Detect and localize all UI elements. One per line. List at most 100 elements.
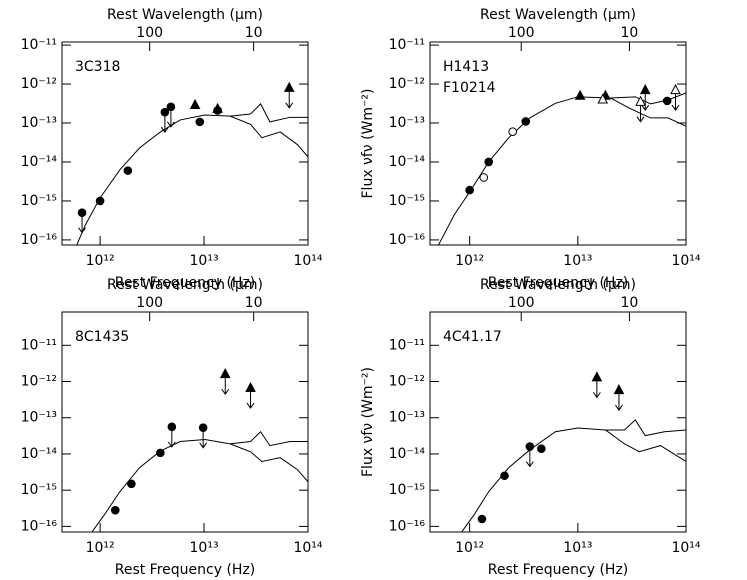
panel-title: 4C41.17 — [443, 329, 502, 345]
panel-subtitle: F10214 — [443, 80, 496, 96]
x2-tick-label: 10 — [621, 295, 639, 311]
x-tick-label: 10¹² — [455, 540, 484, 556]
y-tick-label: 10⁻¹³ — [21, 410, 57, 426]
data-point — [465, 185, 474, 195]
data-point — [127, 479, 136, 489]
x-axis-label: Rest Frequency (Hz) — [488, 275, 629, 291]
x-axis-label: Rest Frequency (Hz) — [488, 562, 629, 578]
data-point — [95, 196, 105, 206]
data-point — [613, 384, 625, 395]
y-tick-label: 10⁻¹⁴ — [389, 446, 426, 462]
model-curve — [229, 443, 308, 483]
x2-axis-label: Rest Wavelength (μm) — [480, 277, 636, 293]
data-point — [508, 127, 517, 136]
model-curve — [610, 97, 686, 127]
panel: 10¹² 10¹³ 10¹⁴ 100 10 10⁻¹⁶ 10⁻¹⁵ 10⁻¹⁴ 10⁻¹³ 10⁻… — [360, 277, 701, 578]
data-point — [537, 444, 546, 453]
x-tick-label: 10¹² — [86, 253, 115, 269]
y-tick-label: 10⁻¹² — [21, 374, 57, 390]
y-tick-label: 10⁻¹⁴ — [21, 154, 58, 170]
panel: 10¹² 10¹³ 10¹⁴ 100 10 10⁻¹⁶ 10⁻¹⁵ 10⁻¹⁴ 10⁻¹³ 10⁻… — [21, 7, 323, 291]
x-tick-label: 10¹³ — [190, 540, 219, 556]
y-tick-label: 10⁻¹² — [389, 374, 425, 390]
y-tick-label: 10⁻¹¹ — [389, 337, 425, 353]
x-tick-label: 10¹⁴ — [671, 253, 700, 269]
x2-tick-label: 10 — [245, 295, 263, 311]
x2-axis-label: Rest Wavelength (μm) — [107, 7, 263, 23]
data-point — [245, 381, 256, 393]
y-tick-label: 10⁻¹⁵ — [389, 193, 425, 209]
data-point — [212, 102, 223, 113]
data-point — [123, 166, 133, 175]
panel-title: 3C318 — [75, 59, 120, 75]
data-point — [189, 98, 201, 109]
x2-tick-label: 10 — [245, 25, 263, 41]
model-curve — [605, 429, 686, 462]
x-axis-label: Rest Frequency (Hz) — [115, 562, 256, 578]
data-point — [156, 448, 165, 458]
y-tick-label: 10⁻¹¹ — [21, 37, 57, 53]
x-tick-label: 10¹⁴ — [293, 540, 322, 556]
x2-tick-label: 100 — [508, 295, 535, 311]
data-point — [635, 95, 646, 106]
data-point — [195, 117, 205, 127]
y-tick-label: 10⁻¹⁵ — [21, 193, 57, 209]
y-tick-label: 10⁻¹⁶ — [21, 518, 58, 534]
model-curve — [461, 419, 686, 532]
y-tick-label: 10⁻¹⁵ — [389, 482, 425, 498]
model-curve — [91, 430, 308, 532]
y-tick-label: 10⁻¹³ — [389, 115, 425, 131]
model-curve — [76, 103, 308, 245]
plot-frame — [429, 41, 687, 246]
y-tick-label: 10⁻¹⁵ — [21, 482, 57, 498]
x2-tick-label: 100 — [508, 25, 535, 41]
limit-arrow — [592, 381, 601, 399]
y-tick-label: 10⁻¹¹ — [389, 37, 425, 53]
limit-arrow — [636, 105, 645, 123]
plot-area — [91, 368, 308, 532]
plot-frame — [61, 311, 309, 533]
panel-title: 8C1435 — [75, 329, 129, 345]
data-point — [521, 117, 531, 126]
x2-tick-label: 10 — [621, 25, 639, 41]
data-point — [597, 93, 609, 104]
y-tick-label: 10⁻¹² — [21, 76, 57, 92]
data-point — [160, 107, 170, 117]
x2-axis-label: Rest Wavelength (μm) — [107, 277, 263, 293]
limit-arrow — [160, 116, 169, 134]
y-tick-label: 10⁻¹¹ — [21, 337, 57, 353]
plot-frame — [429, 311, 687, 533]
data-point — [477, 514, 487, 524]
plot-area — [76, 81, 308, 245]
limit-arrow — [199, 431, 208, 449]
limit-arrow — [641, 94, 650, 111]
data-point — [479, 173, 489, 182]
data-point — [574, 89, 586, 100]
y-tick-label: 10⁻¹⁴ — [21, 446, 58, 462]
data-point — [166, 102, 176, 112]
plot-area — [461, 371, 686, 532]
x-tick-label: 10¹⁴ — [293, 253, 322, 269]
y-tick-label: 10⁻¹⁶ — [389, 232, 426, 248]
x-tick-label: 10¹³ — [563, 540, 592, 556]
limit-arrow — [78, 216, 86, 234]
panel: 10¹² 10¹³ 10¹⁴ 100 10 10⁻¹⁶ 10⁻¹⁵ 10⁻¹⁴ 10⁻¹³ 10⁻… — [21, 277, 323, 578]
limit-arrow — [167, 430, 176, 448]
x-tick-label: 10¹² — [455, 253, 484, 269]
x2-axis-label: Rest Wavelength (μm) — [480, 7, 636, 23]
x-tick-label: 10¹⁴ — [671, 540, 700, 556]
limit-arrow — [615, 394, 623, 411]
x2-tick-label: 100 — [136, 295, 163, 311]
plot-area — [437, 84, 686, 245]
x-tick-label: 10¹³ — [563, 253, 592, 269]
data-point — [219, 368, 231, 379]
data-point — [484, 157, 493, 167]
data-point — [500, 471, 509, 481]
data-point — [670, 84, 681, 95]
x-tick-label: 10¹² — [86, 540, 115, 556]
y-tick-label: 10⁻¹³ — [21, 115, 57, 131]
x-axis-label: Rest Frequency (Hz) — [115, 275, 256, 291]
limit-arrow — [525, 450, 534, 468]
limit-arrow — [221, 378, 230, 395]
